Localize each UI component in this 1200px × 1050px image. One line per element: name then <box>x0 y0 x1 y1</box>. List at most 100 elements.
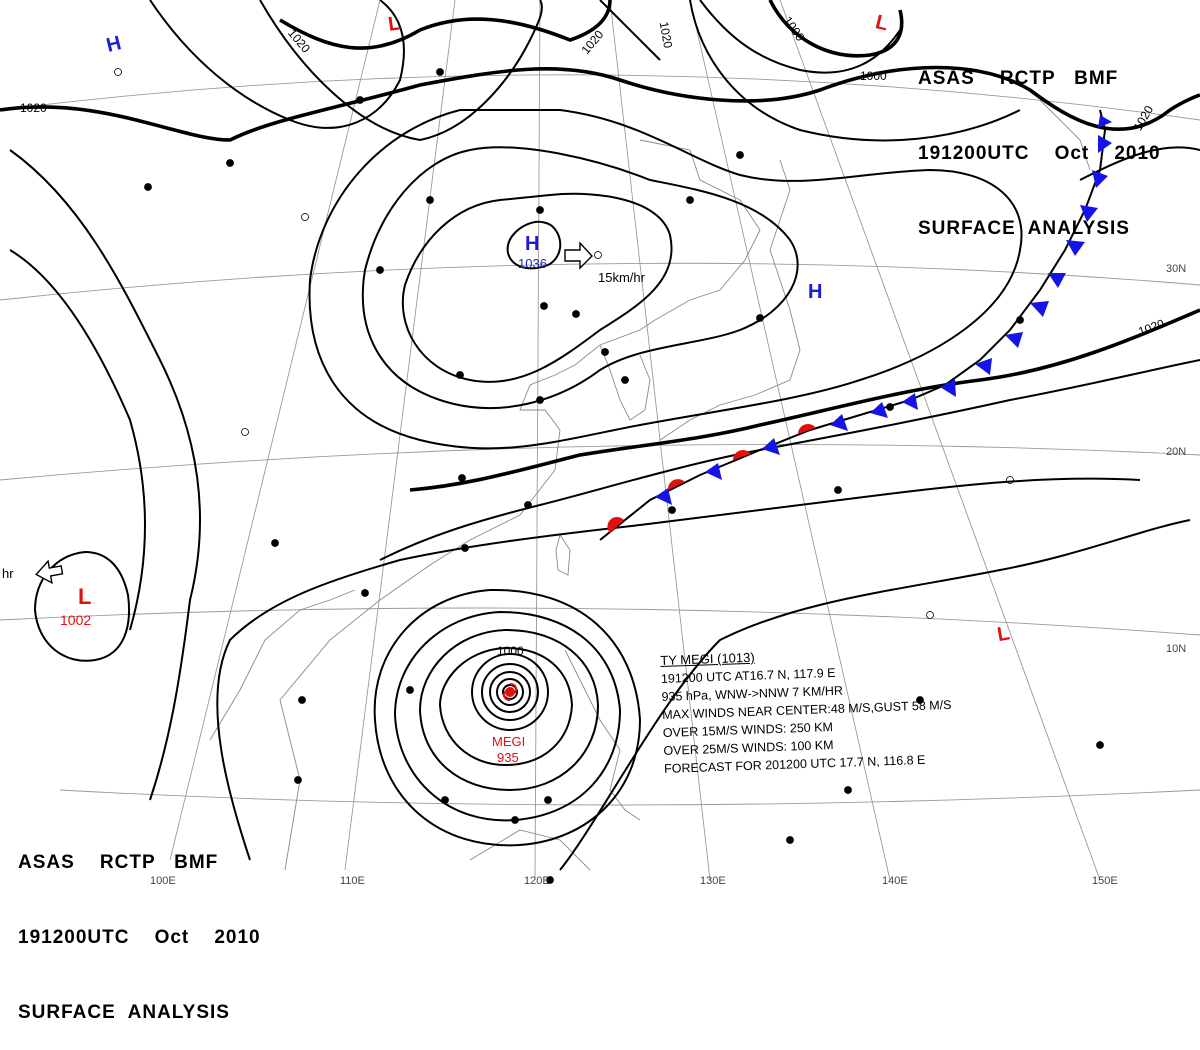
cold-front-barb-16 <box>1098 115 1112 128</box>
isobar-label: 1000 <box>497 644 524 658</box>
title-block-top: ASAS RCTP BMF 191200UTC Oct 2010 SURFACE… <box>918 16 1161 266</box>
longitude-line-140e <box>689 0 891 881</box>
longitude-line-150e <box>779 0 1101 881</box>
station-marker <box>834 486 842 494</box>
longitude-label: 130E <box>700 875 726 887</box>
station-marker <box>114 68 122 76</box>
taiwan-island <box>555 533 571 576</box>
isobar-label: 1020 <box>657 21 675 50</box>
isobar-high-center <box>506 220 562 270</box>
isobar-label: 1020 <box>1136 316 1166 338</box>
station-marker <box>1096 741 1104 749</box>
cold-front-barb-15 <box>1098 135 1112 153</box>
title-line-2: 191200UTC Oct 2010 <box>18 927 261 948</box>
indochina-coast <box>209 589 356 741</box>
station-plots <box>114 68 1104 884</box>
isobar-ty-core-2 <box>481 663 539 721</box>
title-line-1: ASAS RCTP BMF <box>18 852 219 873</box>
title-line-1: ASAS RCTP BMF <box>918 68 1119 89</box>
high-main-value: 1036 <box>518 256 547 271</box>
high-pacific-letter: H <box>808 281 822 303</box>
high-northwest-letter: H <box>104 32 123 57</box>
low-southeast-letter: L <box>996 622 1012 646</box>
motion-arrow-icon <box>564 241 593 270</box>
station-marker <box>461 544 469 552</box>
isobar-ty-core-4 <box>496 678 524 706</box>
isobar-ne-1000 <box>768 0 904 58</box>
cold-front-barb-6 <box>902 393 918 410</box>
longitude-label: 100E <box>150 875 176 887</box>
latitude-label: 10N <box>1166 643 1186 655</box>
borneo-coast <box>469 829 591 871</box>
station-marker <box>540 302 548 310</box>
cold-front-barb-10 <box>1030 301 1049 317</box>
kamchatka-coast <box>1039 99 1091 171</box>
isobar-high-ring-3 <box>308 109 1023 450</box>
isobar-1012-south <box>216 477 1141 861</box>
isobars <box>0 0 1200 871</box>
station-marker <box>916 696 924 704</box>
station-marker <box>544 796 552 804</box>
isobar-ty-core-1 <box>471 653 549 731</box>
station-marker <box>294 776 302 784</box>
station-marker <box>426 196 434 204</box>
equator-line <box>59 789 1200 806</box>
isobar-1020-north <box>279 0 612 50</box>
isobar-north-1 <box>149 0 405 129</box>
station-marker <box>546 876 554 884</box>
low-west-value: 1002 <box>60 612 91 628</box>
station-marker <box>511 816 519 824</box>
warm-front-bump-4 <box>798 424 816 434</box>
station-marker <box>686 196 694 204</box>
title-line-2: 191200UTC Oct 2010 <box>918 143 1161 164</box>
isobar-1020-south <box>409 308 1200 492</box>
warm-front-bump-3 <box>733 450 751 460</box>
low-northeast-letter: L <box>873 11 890 35</box>
station-marker <box>271 539 279 547</box>
typhoon-info-block: TY MEGI (1013) 191200 UTC AT16.7 N, 117.… <box>660 642 954 778</box>
station-marker <box>926 611 934 619</box>
station-marker <box>298 696 306 704</box>
cold-front-barb-1 <box>655 488 672 505</box>
station-marker <box>361 589 369 597</box>
station-marker <box>436 68 444 76</box>
cold-front-barb-2 <box>705 463 722 480</box>
isobar-label: 1020 <box>578 27 606 57</box>
isobar-ty-core-3 <box>489 671 531 713</box>
high-main-motion: 15km/hr <box>598 270 646 285</box>
station-marker <box>536 206 544 214</box>
station-marker <box>886 403 894 411</box>
station-marker <box>572 310 580 318</box>
cold-front-barb-13 <box>1080 205 1098 222</box>
isobar-north-3 <box>599 0 661 61</box>
longitude-line-100e <box>169 0 381 861</box>
cold-front-barb-14 <box>1092 170 1108 188</box>
station-marker <box>1006 476 1014 484</box>
isobar-1020-main <box>0 65 1200 142</box>
longitude-line-110e <box>344 0 456 871</box>
cold-front-barb-7 <box>940 379 956 397</box>
station-marker <box>594 251 602 259</box>
warm-front-bump-1 <box>607 516 624 533</box>
isobar-high-ring-2 <box>361 146 799 410</box>
isobar-label: 1020 <box>20 101 47 115</box>
station-marker <box>241 428 249 436</box>
station-marker <box>736 151 744 159</box>
station-marker <box>601 348 609 356</box>
latitude-label: 30N <box>1166 263 1186 275</box>
station-marker <box>456 371 464 379</box>
isobar-ty-1 <box>438 646 574 767</box>
typhoon-symbol-icon <box>502 683 518 701</box>
isobar-label: 1000 <box>860 69 887 83</box>
high-main-letter: H <box>525 233 539 255</box>
cold-front-barb-8 <box>975 358 992 375</box>
station-marker <box>668 506 676 514</box>
longitude-label: 140E <box>882 875 908 887</box>
cold-front-barb-9 <box>1005 332 1023 348</box>
station-marker <box>458 474 466 482</box>
title-block-bottom: ASAS RCTP BMF 191200UTC Oct 2010 SURFACE… <box>18 800 261 1050</box>
typhoon-pressure: 935 <box>497 750 519 765</box>
philippines <box>564 649 641 821</box>
station-marker <box>144 183 152 191</box>
latitude-line-10n <box>0 607 1200 636</box>
